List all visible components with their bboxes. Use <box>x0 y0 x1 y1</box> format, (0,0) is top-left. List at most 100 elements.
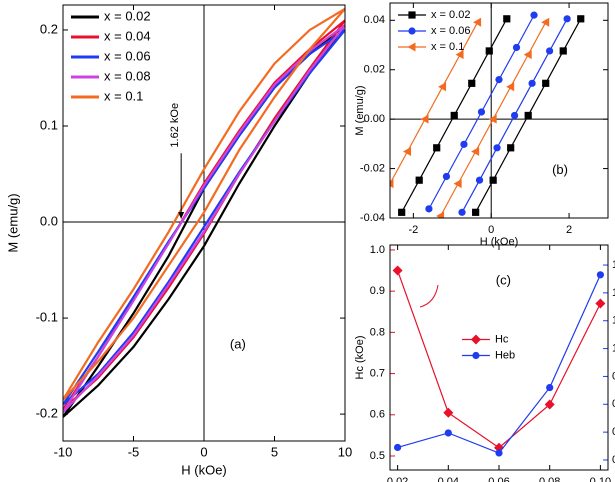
y-tick-label: 0.1 <box>40 117 58 132</box>
y-tick-label: 0.9 <box>370 285 385 297</box>
marker <box>450 111 458 120</box>
series-line <box>63 24 345 418</box>
marker <box>458 208 466 216</box>
marker <box>563 15 571 23</box>
marker <box>425 205 433 213</box>
marker <box>523 50 532 60</box>
series <box>63 24 345 418</box>
y-tick-label: -0.1 <box>36 310 58 325</box>
marker <box>542 79 550 87</box>
marker <box>506 82 515 92</box>
y-tick-label: 0.5 <box>370 450 385 462</box>
x-tick-label: 0.04 <box>438 476 459 482</box>
x-tick-label: 0.08 <box>539 476 560 482</box>
series <box>392 265 606 453</box>
y-tick-label: 0.2 <box>40 21 58 36</box>
x-tick-label: 0 <box>488 224 494 236</box>
marker <box>510 111 519 120</box>
y-tick-label: 0.02 <box>364 64 385 76</box>
marker <box>436 211 445 218</box>
marker <box>495 449 503 457</box>
y-tick-label: 1.0 <box>370 244 385 256</box>
marker <box>442 172 451 181</box>
marker <box>403 147 412 157</box>
marker <box>488 114 497 124</box>
marker <box>390 179 394 189</box>
marker <box>471 147 480 157</box>
marker <box>493 144 501 152</box>
marker <box>546 383 554 392</box>
x-tick-label: 0.10 <box>590 476 611 482</box>
y2-tick-label: 1.0 <box>612 342 615 354</box>
y2-tick-label: 1.6 <box>612 259 615 271</box>
legend-label: x = 0.02 <box>431 9 470 21</box>
panel-label: (c) <box>496 272 511 287</box>
marker <box>392 265 403 276</box>
y-tick-label: 0.8 <box>370 326 385 338</box>
legend-label: x = 0.08 <box>104 68 151 83</box>
marker <box>407 42 416 52</box>
marker <box>443 407 454 418</box>
y-tick-label: 0.04 <box>364 14 385 26</box>
y-tick-label: 0.7 <box>370 367 385 379</box>
legend-label: x = 0.02 <box>104 8 151 23</box>
marker <box>541 17 550 27</box>
marker <box>433 144 441 152</box>
legend-label: x = 0.06 <box>104 48 151 63</box>
marker <box>524 111 532 120</box>
marker <box>577 15 585 23</box>
legend-label: x = 0.1 <box>431 41 464 53</box>
marker <box>472 208 480 216</box>
marker <box>398 208 406 216</box>
y-tick-label: -0.04 <box>360 212 385 224</box>
marker <box>489 176 497 184</box>
marker <box>477 108 486 116</box>
x-axis-label: H (kOe) <box>181 462 227 477</box>
marker <box>503 15 511 23</box>
series-line <box>63 24 345 413</box>
marker <box>470 334 481 345</box>
marker <box>408 11 416 19</box>
marker <box>495 76 503 84</box>
x-tick-label: 0 <box>200 444 207 459</box>
legend-label: x = 0.06 <box>431 25 470 37</box>
x-tick-label: 10 <box>338 444 352 459</box>
panel-label: (b) <box>552 162 568 177</box>
legend-label: Heb <box>495 349 515 361</box>
series <box>425 11 571 216</box>
series <box>390 17 550 218</box>
x-tick-label: -2 <box>408 224 418 236</box>
marker <box>472 351 480 360</box>
marker <box>420 114 429 124</box>
arrow-head <box>178 212 185 220</box>
marker <box>507 144 515 152</box>
series <box>398 15 585 216</box>
y-tick-label: -0.02 <box>360 162 385 174</box>
marker <box>546 47 554 55</box>
legend-label: Hc <box>495 333 509 345</box>
y-axis-label: M (emu/g) <box>354 85 366 135</box>
x-tick-label: -5 <box>128 444 140 459</box>
x-tick-label: 5 <box>271 444 278 459</box>
marker <box>559 47 567 55</box>
y2-tick-label: 1.4 <box>612 287 615 299</box>
series <box>63 29 345 406</box>
series <box>394 271 604 457</box>
curve-arrow <box>419 284 439 308</box>
x-tick-label: 0.06 <box>488 476 509 482</box>
y2-tick-label: 0.6 <box>612 398 615 410</box>
y-tick-label: -0.2 <box>36 406 58 421</box>
y2-tick-label: 0.8 <box>612 370 615 382</box>
marker <box>485 47 493 55</box>
marker <box>530 11 538 19</box>
marker <box>473 17 482 27</box>
x-tick-label: -10 <box>54 444 73 459</box>
marker <box>444 429 452 437</box>
marker <box>460 140 468 148</box>
arrow-note: 1.62 kOe <box>169 103 181 148</box>
panel-label: (a) <box>230 337 246 352</box>
marker <box>438 82 447 92</box>
series-line <box>63 7 345 401</box>
marker <box>468 79 476 87</box>
